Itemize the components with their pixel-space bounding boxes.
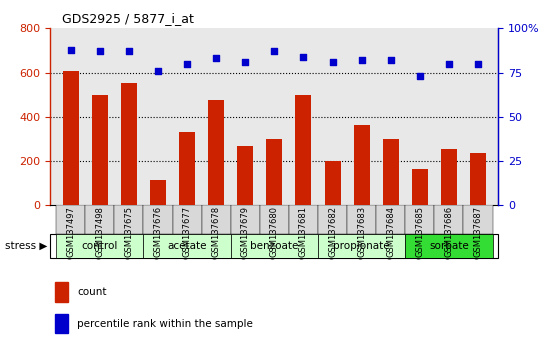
Bar [92,95,108,205]
Bar [231,234,318,258]
Bar [237,145,253,205]
Bar [172,205,202,234]
Bar [347,205,376,234]
Text: GSM137498: GSM137498 [95,206,104,257]
Point [270,48,279,54]
Text: GSM137686: GSM137686 [445,206,454,257]
Point [153,68,162,74]
Text: GSM137678: GSM137678 [212,206,221,257]
Point [357,57,366,63]
Text: GSM137683: GSM137683 [357,206,366,257]
Bar [150,180,166,205]
Bar [56,234,143,258]
Text: GSM137684: GSM137684 [386,206,395,257]
Point [66,47,75,52]
Text: GSM137681: GSM137681 [299,206,308,257]
Point [124,48,133,54]
Bar [318,234,405,258]
Bar [260,205,289,234]
Text: GSM137685: GSM137685 [416,206,424,257]
Bar [267,139,282,205]
Point [183,61,192,67]
Bar [318,205,347,234]
Bar [114,205,143,234]
Bar [435,205,464,234]
Bar [325,161,340,205]
Bar [405,205,435,234]
Point [95,48,104,54]
Point [445,61,454,67]
Bar [55,282,68,302]
Text: stress ▶: stress ▶ [5,241,48,251]
Point [416,73,424,79]
Point [386,57,395,63]
Text: count: count [77,287,107,297]
Text: benzoate: benzoate [250,241,298,251]
Bar [289,205,318,234]
Bar [121,82,137,205]
Point [241,59,250,65]
Text: GSM137675: GSM137675 [124,206,133,257]
Bar [202,205,231,234]
Bar [441,149,457,205]
Text: percentile rank within the sample: percentile rank within the sample [77,319,253,329]
Point [299,54,308,59]
Bar [179,132,195,205]
Bar [296,95,311,205]
Bar [464,205,493,234]
Text: GSM137679: GSM137679 [241,206,250,257]
Bar [63,72,79,205]
Text: propionate: propionate [333,241,390,251]
Bar [85,205,114,234]
Point [474,61,483,67]
Text: GSM137682: GSM137682 [328,206,337,257]
Bar [412,169,428,205]
Bar [354,125,370,205]
Text: GSM137687: GSM137687 [474,206,483,257]
Bar [376,205,405,234]
Text: GDS2925 / 5877_i_at: GDS2925 / 5877_i_at [62,12,193,25]
Bar [470,153,486,205]
Text: GSM137677: GSM137677 [183,206,192,257]
Bar [208,100,224,205]
Point [212,56,221,61]
Bar [405,234,493,258]
Bar [383,139,399,205]
Point [328,59,337,65]
Bar [143,234,231,258]
Text: GSM137680: GSM137680 [270,206,279,257]
Bar [143,205,172,234]
Text: acetate: acetate [167,241,207,251]
Bar [55,314,68,333]
Bar [56,205,85,234]
Text: GSM137497: GSM137497 [66,206,75,257]
Text: GSM137676: GSM137676 [153,206,162,257]
Text: control: control [82,241,118,251]
Text: sorbate: sorbate [429,241,469,251]
Bar [231,205,260,234]
